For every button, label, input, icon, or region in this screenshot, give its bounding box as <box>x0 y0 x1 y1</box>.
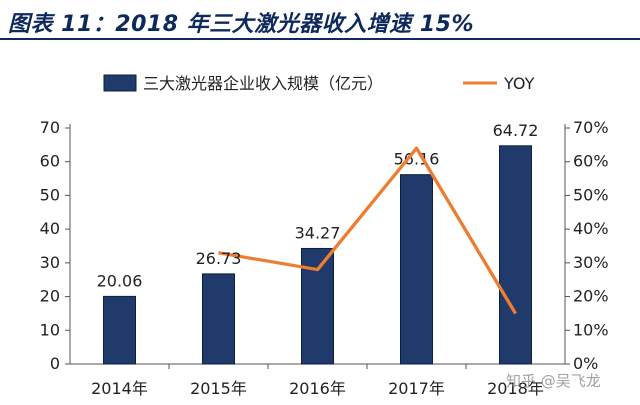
y-left-tick-label: 30 <box>40 253 60 272</box>
y-right-tick-label: 50% <box>573 185 609 204</box>
legend-swatch-bar <box>103 74 137 92</box>
y-left-tick-label: 60 <box>40 152 60 171</box>
y-right-tick-label: 60% <box>573 152 609 171</box>
y-right-tick-label: 20% <box>573 287 609 306</box>
title-bar: 图表 11：2018 年三大激光器收入增速 15% <box>0 0 640 40</box>
watermark: 知乎 @吴飞龙 <box>506 372 601 390</box>
y-left-tick-label: 10 <box>40 320 60 339</box>
bar-data-label: 20.06 <box>97 271 143 290</box>
legend-label-bar: 三大激光器企业收入规模（亿元） <box>143 74 383 93</box>
x-tick-label: 2014年 <box>91 379 148 398</box>
y-left-tick-label: 20 <box>40 287 60 306</box>
x-tick-label: 2017年 <box>388 379 445 398</box>
bar <box>301 247 334 365</box>
y-right-tick-label: 30% <box>573 253 609 272</box>
bar-data-label: 26.73 <box>196 249 242 268</box>
x-tick-label: 2016年 <box>289 379 346 398</box>
y-left-tick-label: 50 <box>40 185 60 204</box>
y-right-tick-label: 10% <box>573 320 609 339</box>
y-right-tick-label: 0% <box>573 354 598 373</box>
y-left-tick-label: 40 <box>40 219 60 238</box>
chart-title: 图表 11：2018 年三大激光器收入增速 15% <box>8 12 474 37</box>
y-right-tick-label: 70% <box>573 118 609 137</box>
yoy-line-overlay <box>316 146 517 315</box>
bar <box>103 295 136 365</box>
yoy-line <box>218 146 517 315</box>
y-left-tick-label: 0 <box>50 354 60 373</box>
bar-data-label: 34.27 <box>295 223 341 242</box>
bar <box>202 273 235 365</box>
y-right-tick-label: 40% <box>573 219 609 238</box>
x-tick-label: 2015年 <box>190 379 247 398</box>
x-tick-label: 2018年 <box>487 379 544 398</box>
legend-label-line: YOY <box>503 74 535 93</box>
bar <box>400 174 433 365</box>
y-left-tick-label: 70 <box>40 118 60 137</box>
bar <box>499 145 532 365</box>
bar-data-label: 64.72 <box>493 121 539 140</box>
